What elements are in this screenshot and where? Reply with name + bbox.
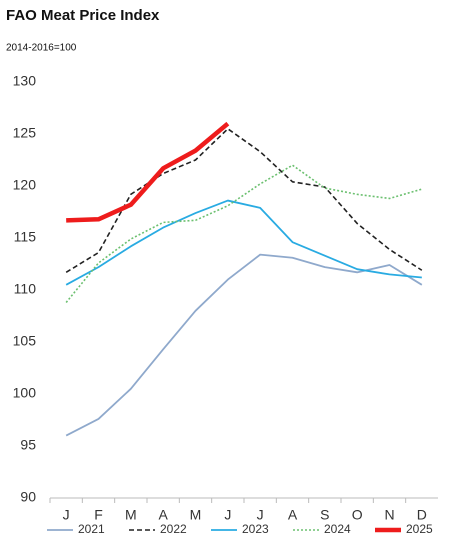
legend-label: 2024 xyxy=(324,522,351,536)
x-tick-label: D xyxy=(417,507,427,523)
x-tick-label: J xyxy=(63,507,70,523)
x-tick-label: O xyxy=(352,507,363,523)
legend-label: 2021 xyxy=(78,522,105,536)
y-tick-label: 95 xyxy=(20,437,36,453)
y-tick-label: 125 xyxy=(13,125,37,141)
chart-title: FAO Meat Price Index xyxy=(6,7,160,24)
y-tick-label: 105 xyxy=(13,333,37,349)
x-tick-label: F xyxy=(94,507,103,523)
x-tick-label: J xyxy=(257,507,264,523)
chart-subtitle: 2014-2016=100 xyxy=(6,43,77,54)
x-tick-label: M xyxy=(190,507,202,523)
legend-label: 2025 xyxy=(406,522,433,536)
series-line xyxy=(66,121,230,223)
y-tick-label: 110 xyxy=(14,281,37,297)
y-tick-label: 100 xyxy=(13,385,37,401)
y-tick-label: 90 xyxy=(20,489,36,505)
legend-label: 2023 xyxy=(242,522,269,536)
x-tick-label: A xyxy=(288,507,298,523)
series-line xyxy=(65,128,423,274)
series-line xyxy=(65,164,423,303)
x-tick-label: A xyxy=(158,507,168,523)
series-line xyxy=(65,253,423,437)
x-tick-label: N xyxy=(384,507,394,523)
y-tick-label: 130 xyxy=(13,73,37,89)
series-line xyxy=(65,199,422,286)
x-tick-label: J xyxy=(224,507,231,523)
y-tick-label: 120 xyxy=(13,177,37,193)
x-tick-label: S xyxy=(320,507,329,523)
x-tick-label: M xyxy=(125,507,137,523)
y-tick-label: 115 xyxy=(14,229,37,245)
legend-label: 2022 xyxy=(160,522,187,536)
